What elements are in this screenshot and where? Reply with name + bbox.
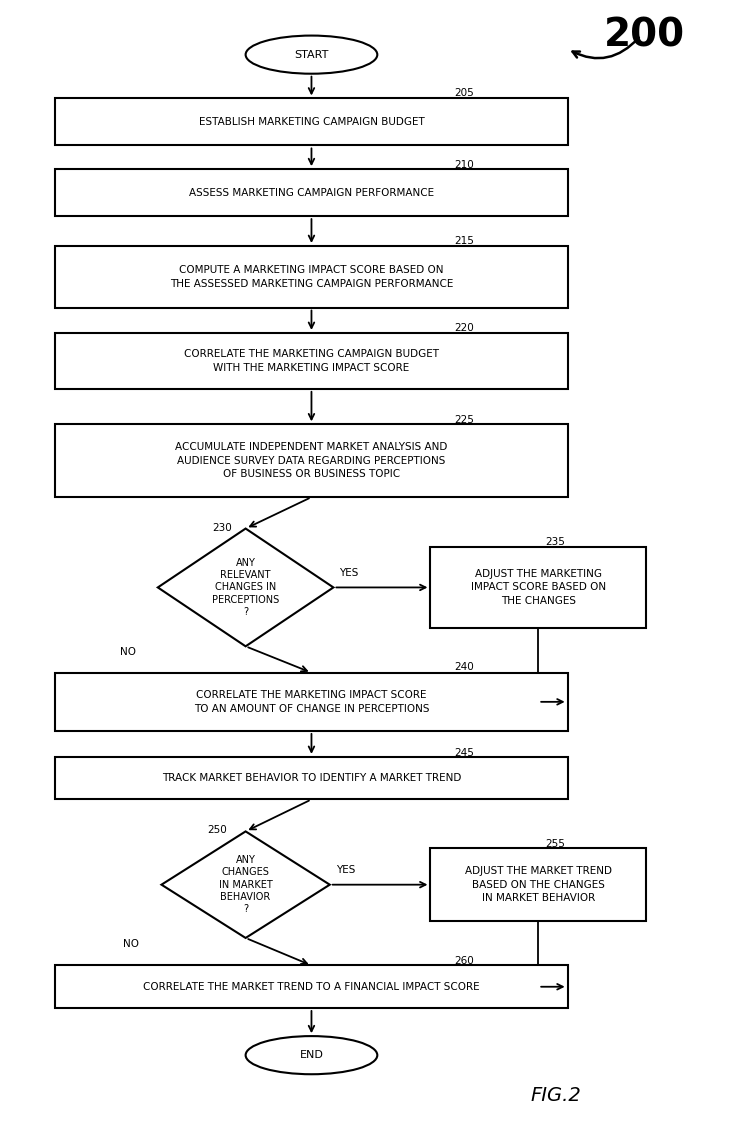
Text: 240: 240	[454, 662, 474, 672]
Text: YES: YES	[336, 866, 355, 876]
Text: NO: NO	[120, 647, 135, 658]
Ellipse shape	[246, 1036, 377, 1075]
Text: 260: 260	[454, 956, 474, 966]
Text: 220: 220	[454, 322, 474, 332]
Text: ANY
CHANGES
IN MARKET
BEHAVIOR
?: ANY CHANGES IN MARKET BEHAVIOR ?	[219, 855, 272, 914]
Text: START: START	[295, 50, 329, 60]
Text: 250: 250	[207, 825, 227, 835]
Polygon shape	[161, 832, 330, 938]
Text: COMPUTE A MARKETING IMPACT SCORE BASED ON
THE ASSESSED MARKETING CAMPAIGN PERFOR: COMPUTE A MARKETING IMPACT SCORE BASED O…	[169, 264, 453, 288]
FancyBboxPatch shape	[56, 672, 568, 731]
Text: YES: YES	[339, 568, 359, 579]
Text: CORRELATE THE MARKETING CAMPAIGN BUDGET
WITH THE MARKETING IMPACT SCORE: CORRELATE THE MARKETING CAMPAIGN BUDGET …	[184, 349, 439, 373]
Text: END: END	[300, 1050, 323, 1060]
FancyBboxPatch shape	[56, 424, 568, 497]
Text: ACCUMULATE INDEPENDENT MARKET ANALYSIS AND
AUDIENCE SURVEY DATA REGARDING PERCEP: ACCUMULATE INDEPENDENT MARKET ANALYSIS A…	[175, 442, 448, 479]
Text: CORRELATE THE MARKET TREND TO A FINANCIAL IMPACT SCORE: CORRELATE THE MARKET TREND TO A FINANCIA…	[143, 982, 480, 992]
Text: NO: NO	[124, 939, 139, 949]
Text: CORRELATE THE MARKETING IMPACT SCORE
TO AN AMOUNT OF CHANGE IN PERCEPTIONS: CORRELATE THE MARKETING IMPACT SCORE TO …	[194, 690, 429, 714]
FancyBboxPatch shape	[56, 333, 568, 389]
Text: ASSESS MARKETING CAMPAIGN PERFORMANCE: ASSESS MARKETING CAMPAIGN PERFORMANCE	[189, 188, 434, 198]
FancyBboxPatch shape	[56, 757, 568, 799]
Text: 245: 245	[454, 748, 474, 758]
FancyBboxPatch shape	[56, 965, 568, 1008]
Text: ESTABLISH MARKETING CAMPAIGN BUDGET: ESTABLISH MARKETING CAMPAIGN BUDGET	[198, 116, 424, 127]
Text: 225: 225	[454, 415, 474, 425]
Text: ADJUST THE MARKET TREND
BASED ON THE CHANGES
IN MARKET BEHAVIOR: ADJUST THE MARKET TREND BASED ON THE CHA…	[465, 866, 612, 903]
FancyBboxPatch shape	[56, 246, 568, 307]
Text: TRACK MARKET BEHAVIOR TO IDENTIFY A MARKET TREND: TRACK MARKET BEHAVIOR TO IDENTIFY A MARK…	[162, 773, 461, 783]
Text: 200: 200	[604, 17, 685, 54]
FancyBboxPatch shape	[431, 547, 646, 628]
Ellipse shape	[246, 35, 377, 73]
FancyBboxPatch shape	[56, 98, 568, 146]
Text: 235: 235	[545, 537, 565, 547]
Text: 205: 205	[454, 88, 474, 98]
Polygon shape	[158, 529, 334, 646]
FancyBboxPatch shape	[431, 849, 646, 921]
Text: 255: 255	[545, 838, 565, 849]
Text: FIG.2: FIG.2	[531, 1086, 582, 1105]
Text: ADJUST THE MARKETING
IMPACT SCORE BASED ON
THE CHANGES: ADJUST THE MARKETING IMPACT SCORE BASED …	[471, 568, 606, 606]
Text: 215: 215	[454, 236, 474, 246]
Text: ANY
RELEVANT
CHANGES IN
PERCEPTIONS
?: ANY RELEVANT CHANGES IN PERCEPTIONS ?	[212, 557, 279, 617]
Text: 210: 210	[454, 160, 474, 170]
FancyBboxPatch shape	[56, 170, 568, 216]
Text: 230: 230	[212, 523, 232, 533]
